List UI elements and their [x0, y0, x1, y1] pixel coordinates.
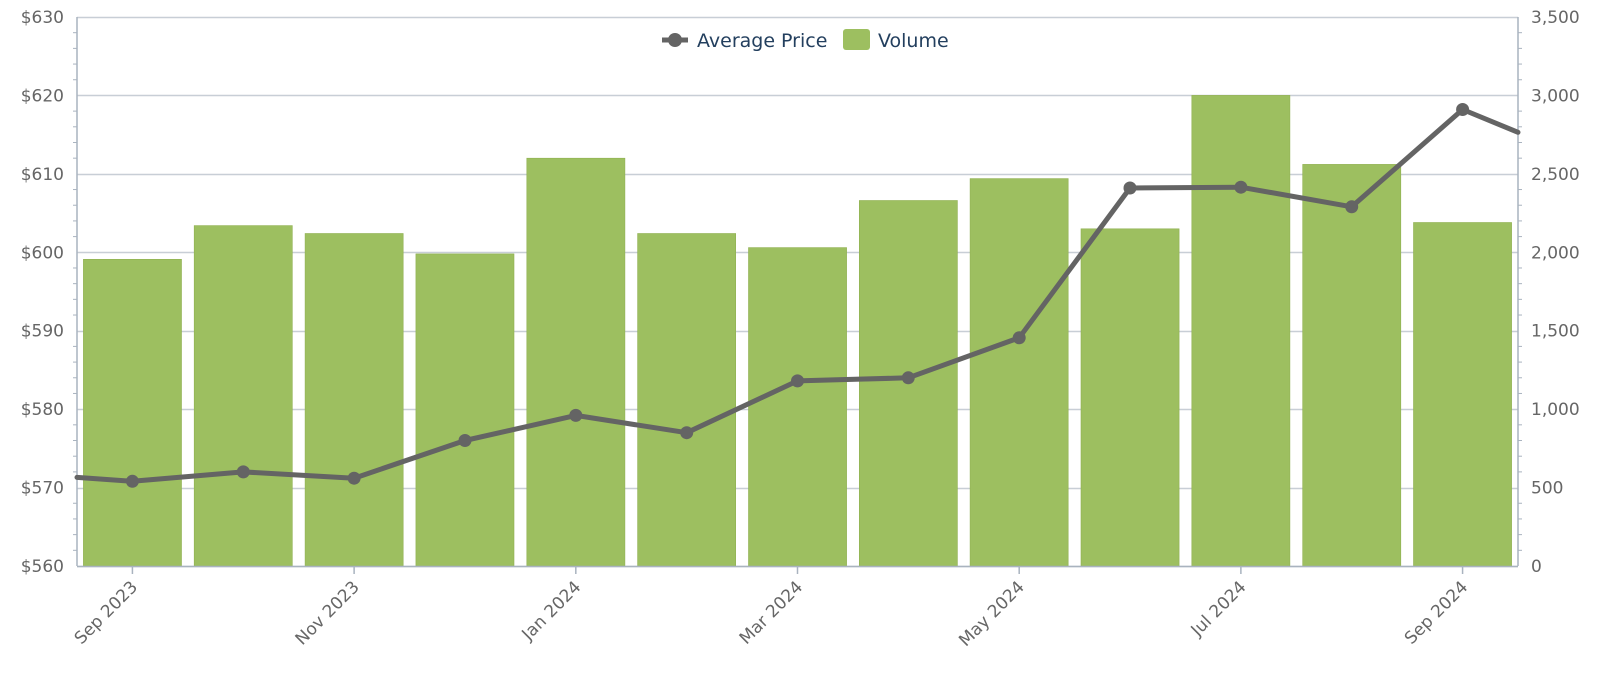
volume-bar	[1191, 95, 1291, 567]
legend-item-volume[interactable]: Volume	[843, 29, 949, 52]
right-tick-label: 3,500	[1531, 8, 1580, 28]
average-price-point	[236, 465, 250, 479]
average-price-point	[791, 374, 804, 388]
volume-bar	[415, 253, 515, 567]
left-tick-label: $590	[21, 322, 64, 342]
x-tick-label: Jan 2024	[518, 577, 586, 645]
volume-bar	[1413, 222, 1512, 567]
volume-bar	[748, 247, 847, 567]
average-price-point	[1012, 331, 1026, 345]
legend[interactable]: Average Price Volume	[662, 29, 949, 52]
average-price-point	[1456, 103, 1470, 116]
volume-bar	[969, 178, 1069, 567]
x-tick-label: Jul 2024	[1187, 577, 1251, 641]
volume-bar	[193, 225, 293, 567]
x-axis-tick-labels: Sep 2023 Nov 2023 Jan 2024 Mar 2024 May 2024…	[71, 577, 1472, 650]
left-tick-label: $570	[21, 479, 64, 499]
right-axis-tick-labels: 0 500 1,000 1,500 2,000 2,500 3,000 3,500	[1531, 8, 1580, 577]
volume-bar	[526, 157, 626, 567]
average-price-point	[458, 434, 472, 447]
average-price-point	[125, 474, 139, 488]
average-price-line	[74, 103, 1521, 488]
average-price-point	[569, 408, 583, 422]
x-tick-label: Sep 2023	[71, 577, 142, 648]
right-tick-label: 0	[1531, 557, 1542, 577]
right-tick-label: 1,000	[1531, 400, 1580, 420]
x-tick-label: Sep 2024	[1401, 577, 1472, 648]
legend-item-average-price[interactable]: Average Price	[662, 30, 827, 52]
legend-volume-swatch-icon	[843, 29, 870, 50]
average-price-point	[347, 471, 361, 485]
average-price-point	[1234, 180, 1248, 194]
left-tick-label: $630	[21, 8, 64, 28]
volume-bar	[83, 258, 182, 567]
right-tick-label: 3,000	[1531, 86, 1580, 106]
right-tick-label: 2,500	[1531, 165, 1580, 185]
left-tick-label: $580	[21, 400, 64, 420]
x-tick-label: Nov 2023	[292, 577, 364, 649]
legend-label-average-price: Average Price	[697, 30, 827, 52]
left-tick-label: $610	[21, 165, 64, 185]
average-price-point	[1123, 181, 1137, 195]
legend-label-volume: Volume	[878, 30, 949, 52]
volume-bar	[1302, 164, 1402, 567]
volume-bar	[637, 233, 736, 567]
volume-bar	[304, 233, 404, 567]
average-price-point	[680, 426, 694, 440]
x-tick-label: May 2024	[955, 577, 1028, 650]
average-price-point	[1345, 200, 1359, 214]
right-tick-label: 2,000	[1531, 243, 1580, 263]
legend-average-price-marker-icon	[668, 33, 682, 47]
right-tick-label: 1,500	[1531, 322, 1580, 342]
axes	[73, 17, 1522, 574]
average-price-point	[901, 371, 915, 385]
volume-bars	[83, 95, 1512, 567]
x-tick-label: Mar 2024	[736, 577, 807, 648]
left-tick-label: $620	[21, 86, 64, 106]
left-axis-tick-labels: $560 $570 $580 $590 $600 $610 $620 $630	[21, 8, 64, 577]
volume-bar	[1080, 228, 1180, 567]
left-tick-label: $560	[21, 557, 64, 577]
left-tick-label: $600	[21, 243, 64, 263]
right-tick-label: 500	[1531, 479, 1563, 499]
